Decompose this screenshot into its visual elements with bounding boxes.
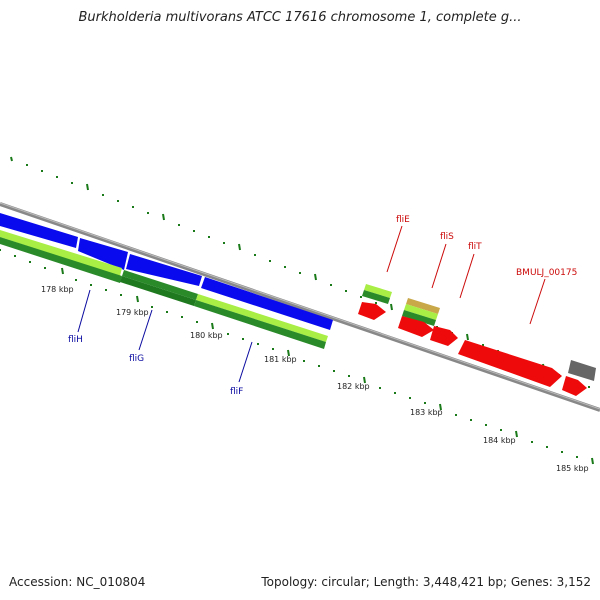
tick-label: 180 kbp: [190, 331, 223, 340]
forward-genes: [0, 213, 333, 330]
tick-label: 184 kbp: [483, 436, 516, 445]
tick-label: 181 kbp: [264, 355, 297, 364]
gene-arrow-BMULJ_00175[interactable]: [458, 340, 562, 387]
gene-label-fliH[interactable]: fliH: [68, 335, 83, 345]
backbone: [0, 202, 600, 412]
topology-text: Topology: circular; Length: 3,448,421 bp…: [261, 575, 591, 589]
tick-label: 178 kbp: [41, 285, 74, 294]
gene-arrow-fliG[interactable]: [78, 238, 128, 270]
tick-labels: 178 kbp 179 kbp 180 kbp 181 kbp 182 kbp …: [41, 285, 589, 473]
gene-arrow-fliE[interactable]: [358, 302, 386, 320]
gene-arrow-other[interactable]: [568, 360, 596, 381]
inner-tick-ring: [0, 249, 594, 465]
gene-label-fliT[interactable]: fliT: [468, 242, 482, 252]
forward-gene-labels: [77, 289, 253, 383]
tick-label: 183 kbp: [410, 408, 443, 417]
gene-arrow-fliH[interactable]: [0, 213, 78, 248]
highlight-bands: [0, 230, 440, 349]
gene-arrow-fliF-a[interactable]: [126, 254, 202, 286]
gene-label-fliE[interactable]: fliE: [396, 215, 410, 225]
tick-label: 179 kbp: [116, 308, 149, 317]
gene-arrow-fliS[interactable]: [398, 316, 434, 337]
gene-label-fliF[interactable]: fliF: [230, 387, 243, 397]
reverse-genes: [358, 302, 596, 396]
gene-label-BMULJ_00175[interactable]: BMULJ_00175: [516, 268, 577, 278]
gene-arrow-next[interactable]: [562, 376, 587, 396]
gene-arrow-fliT[interactable]: [430, 326, 458, 346]
gene-label-fliG[interactable]: fliG: [129, 354, 144, 364]
tick-label: 185 kbp: [556, 464, 589, 473]
tick-label: 182 kbp: [337, 382, 370, 391]
accession-text: Accession: NC_010804: [9, 575, 146, 589]
gene-arrow-fliF[interactable]: [201, 277, 333, 330]
reverse-gene-labels: [386, 225, 546, 325]
gene-label-fliS[interactable]: fliS: [440, 232, 454, 242]
map-title: Burkholderia multivorans ATCC 17616 chro…: [78, 10, 522, 25]
